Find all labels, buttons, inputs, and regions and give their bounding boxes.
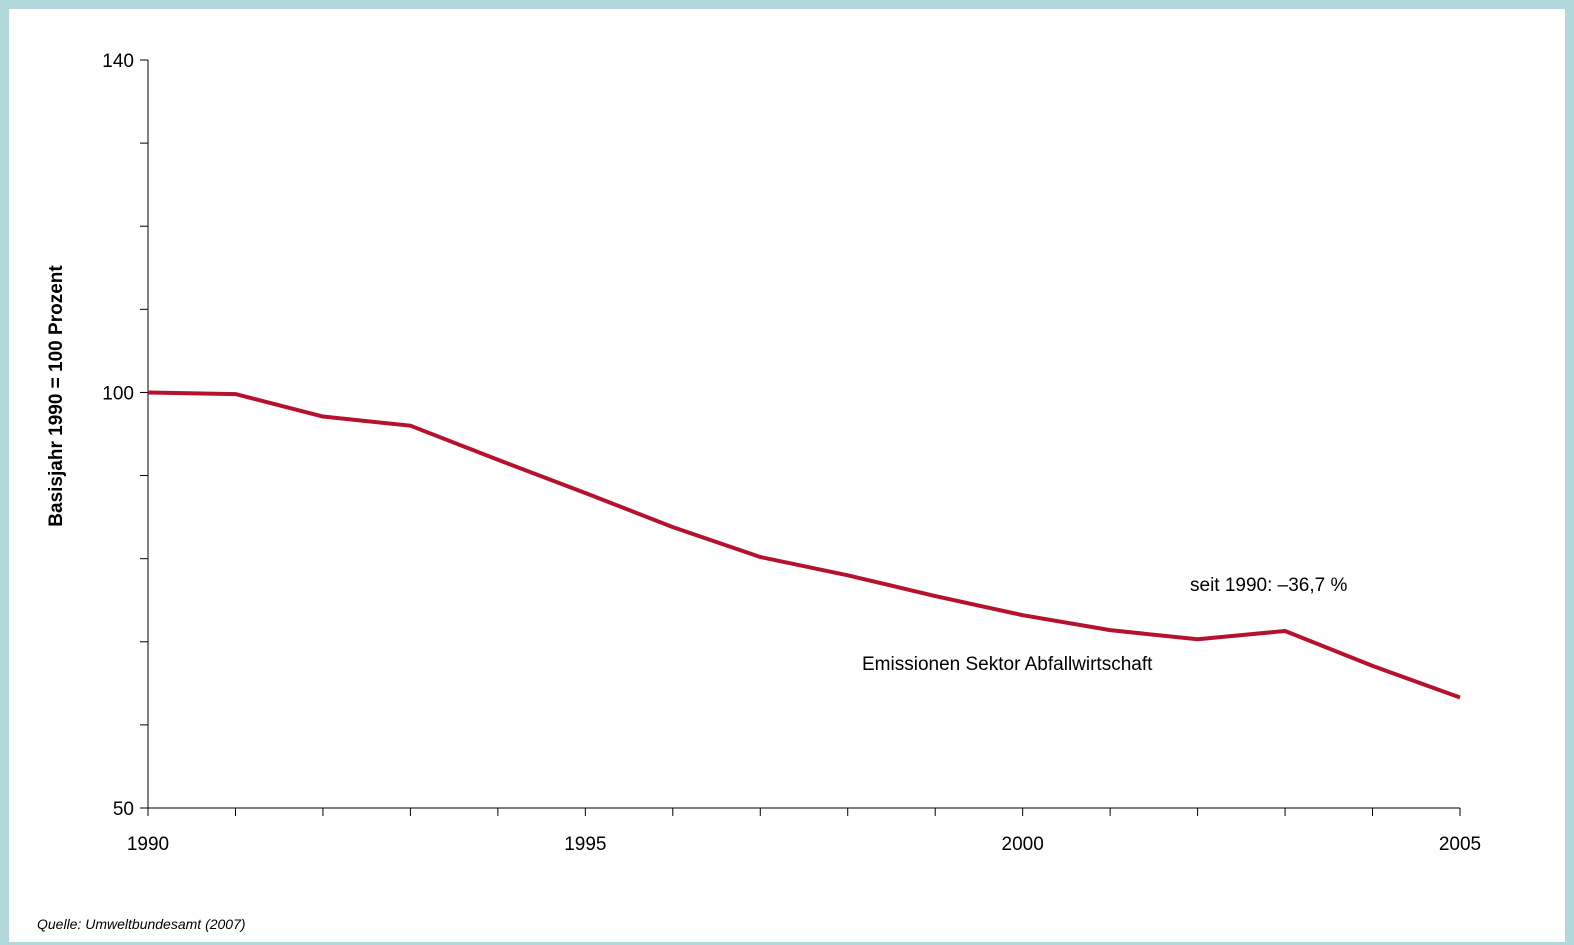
y-axis-title: Basisjahr 1990 = 100 Prozent xyxy=(46,265,67,527)
x-tick-label: 2000 xyxy=(1002,834,1044,855)
x-tick-label: 1990 xyxy=(127,834,169,855)
y-tick-label: 140 xyxy=(102,51,134,72)
x-tick-label: 2005 xyxy=(1439,834,1481,855)
axes xyxy=(147,60,1460,809)
y-tick-label: 50 xyxy=(113,799,134,820)
series-label: Emissionen Sektor Abfallwirtschaft xyxy=(862,654,1153,675)
ticks: 50 100 140 1990 1995 2000 2005 xyxy=(102,51,1481,855)
x-tick-label: 1995 xyxy=(564,834,606,855)
change-annotation: seit 1990: –36,7 % xyxy=(1190,575,1347,596)
chart-frame xyxy=(9,9,1565,942)
y-tick-label: 100 xyxy=(102,383,134,404)
source-note: Quelle: Umweltbundesamt (2007) xyxy=(37,916,246,932)
series-line xyxy=(147,390,1461,700)
plot-area xyxy=(147,390,1461,700)
